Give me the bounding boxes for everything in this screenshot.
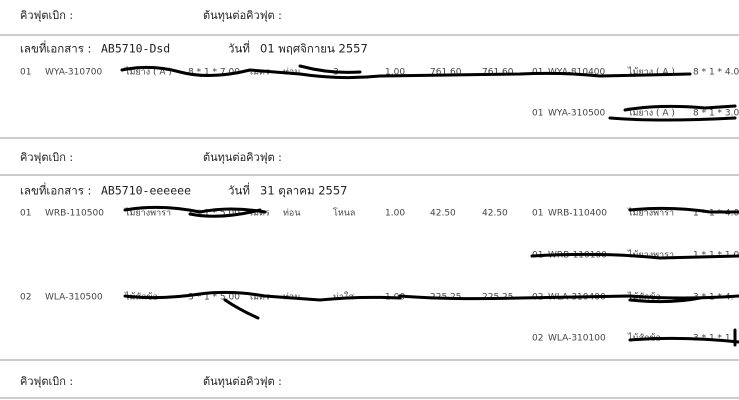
withdraw-label: คิวฟุตเบิก : [20, 9, 73, 22]
redaction-scribble [608, 116, 737, 122]
redaction-scribble [223, 298, 260, 320]
row-cell: 3 * 1 * 5.00 [188, 293, 240, 303]
row-cell: 8 * 1 * 4.0 [693, 68, 739, 78]
redaction-scribble [188, 208, 262, 218]
row-cell: WYA-810400 [548, 68, 606, 78]
row-cell: 01 [20, 209, 31, 219]
row-cell: ไม้ยางพารา [627, 250, 674, 261]
row-cell: เมตร [250, 293, 270, 303]
row-cell: 01 [532, 109, 543, 119]
row-cell: 1.00 [385, 68, 405, 78]
row-cell: ไม้ยาง ( A ) [124, 67, 172, 78]
row-cell: เมตร [250, 68, 270, 78]
row-cell: ไม้ยางพารา [124, 208, 171, 219]
row-cell: WLA-310500 [45, 293, 103, 303]
row-cell: WYA-310500 [548, 109, 606, 119]
cost-label: ต้นทุนต่อคิวฟุต : [203, 151, 282, 164]
cost-label: ต้นทุนต่อคิวฟุต : [203, 375, 282, 388]
row-cell: WRB-110400 [548, 209, 607, 219]
withdraw-label: คิวฟุตเบิก : [20, 151, 73, 164]
redaction-scribble [530, 252, 739, 260]
row-cell: 01 [20, 68, 31, 78]
row-cell: 02 [532, 334, 543, 344]
date-label: วันที่ [228, 41, 250, 56]
row-cell: เมตร [250, 209, 270, 219]
row-cell: 761.60 [430, 68, 462, 78]
redaction-scribble [628, 336, 739, 344]
redaction-scribble [628, 206, 739, 214]
date: 01 พฤศจิกายน 2557 [260, 42, 368, 56]
row-cell: 02 [20, 293, 31, 303]
redaction-scribble [398, 294, 739, 301]
withdraw-label: คิวฟุตเบิก : [20, 375, 73, 388]
cost-label: ต้นทุนต่อคิวฟุต : [203, 9, 282, 22]
redaction-scribble [123, 290, 402, 302]
row-cell: โหนล [333, 208, 355, 219]
date: 31 ตุลาคม 2557 [260, 184, 347, 198]
redaction-scribble [123, 205, 267, 214]
row-cell: 8 * 1 * 3.0 [693, 109, 739, 119]
row-cell: ไม้ยางพารา [627, 208, 674, 219]
redaction-scribble [298, 64, 362, 74]
row-cell: ไม้ยาง ( A ) [627, 108, 675, 119]
redaction-scribble [120, 65, 692, 80]
row-cell: WLA-310100 [548, 334, 606, 344]
row-cell: 42.50 [482, 209, 508, 219]
row-cell: ท่อน [283, 209, 301, 219]
row-cell: 761.60 [482, 68, 514, 78]
row-cell: 01 [532, 209, 543, 219]
row-cell: 42.50 [430, 209, 456, 219]
date-label: วันที่ [228, 183, 250, 198]
doc-number-label: เลขที่เอกสาร : [20, 41, 91, 56]
doc-number: AB5710-Dsd [101, 42, 170, 56]
redaction-scribble [628, 296, 702, 304]
row-cell: ไม้ยาง ( A ) [627, 67, 675, 78]
row-cell: 1 * 1 * 5.00 [188, 209, 240, 219]
doc-number: AB5710-eeeeee [101, 184, 191, 198]
row-cell: WRB-110500 [45, 209, 104, 219]
row-cell: WYA-310700 [45, 68, 103, 78]
redaction-scribble [623, 104, 737, 112]
doc-number-label: เลขที่เอกสาร : [20, 183, 91, 198]
row-cell: 8 * 1 * 7.00 [188, 68, 240, 78]
row-cell: 1.00 [385, 209, 405, 219]
